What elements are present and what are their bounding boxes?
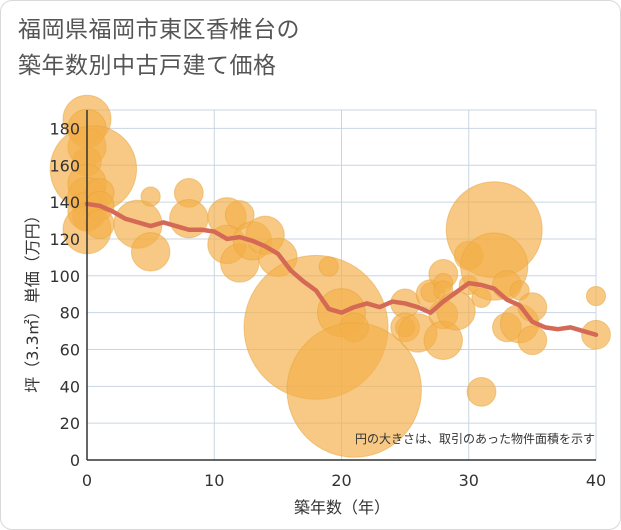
x-axis-label: 築年数（年）: [294, 498, 390, 517]
axes: [86, 110, 596, 461]
data-bubble: [140, 186, 161, 207]
trend-line: [84, 201, 599, 337]
data-bubble: [130, 232, 171, 272]
tick-labels: 0 10 20 30 40 0 20 40 60 80 100 120 140 160 180: [49, 119, 606, 490]
y-tick-label: 140: [49, 193, 80, 212]
data-bubble: [318, 256, 339, 277]
x-tick-label: 0: [82, 471, 92, 490]
data-bubble: [286, 322, 422, 458]
x-tick-label: 30: [459, 471, 479, 490]
data-bubble: [585, 285, 607, 307]
y-tick-label: 180: [49, 119, 80, 138]
data-bubble: [436, 291, 476, 331]
y-tick-label: 0: [70, 451, 80, 470]
trend: [84, 201, 599, 337]
y-tick-label: 60: [60, 340, 80, 359]
y-tick-label: 160: [49, 156, 80, 175]
title-line-1: 福岡県福岡市東区香椎台の: [18, 17, 300, 43]
y-tick-label: 20: [60, 414, 80, 433]
x-tick-label: 40: [586, 471, 606, 490]
x-tick-label: 10: [204, 471, 224, 490]
data-bubble: [84, 209, 115, 240]
x-tick-label: 20: [331, 471, 351, 490]
chart-title: 福岡県福岡市東区香椎台の 築年数別中古戸建て価格: [18, 12, 300, 84]
y-tick-label: 40: [60, 377, 80, 396]
title-line-2: 築年数別中古戸建て価格: [18, 53, 277, 79]
size-note: 円の大きさは、取引のあった物件面積を示す: [355, 431, 595, 446]
data-bubble: [466, 376, 497, 407]
y-tick-label: 100: [49, 267, 80, 286]
y-axis-label: 坪（3.3㎡）単価（万円）: [23, 207, 42, 392]
y-tick-label: 120: [49, 230, 80, 249]
bubbles: [49, 94, 611, 458]
data-bubble: [517, 325, 548, 356]
data-bubble: [169, 198, 209, 239]
y-tick-label: 80: [60, 304, 80, 323]
